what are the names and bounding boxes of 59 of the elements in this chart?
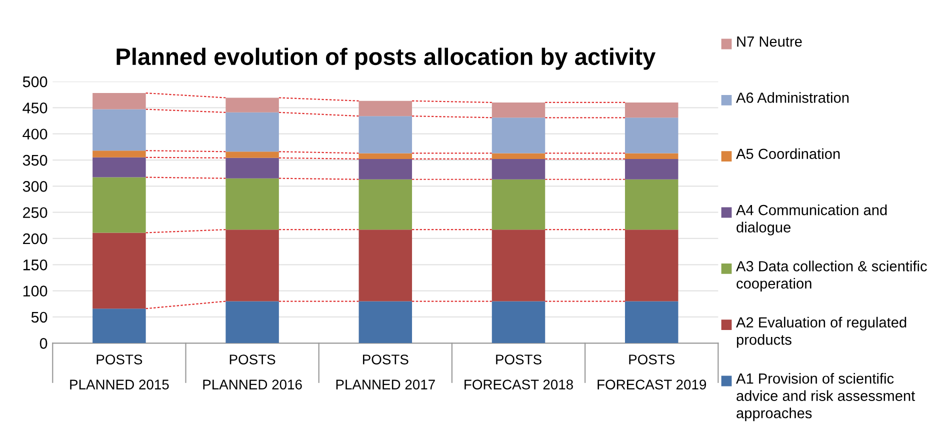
bar [92,150,146,158]
bar [226,158,279,178]
y-tick-label: 200 [23,233,48,244]
y-tick-label: 350 [22,154,48,166]
y-tick-label: 450 [22,102,48,114]
chart-title: Planned evolution of posts allocation by activity [116,48,656,70]
y-tick-label: 500 [22,76,48,88]
bar [492,158,546,180]
y-tick-label: 250 [23,207,48,218]
bar [226,230,279,302]
bar [92,157,146,178]
bar [226,112,279,152]
y-tick-label: 50 [31,312,48,323]
legend-label: A2 Evaluation of regulated products [736,316,906,348]
x-tick-label: POSTS PLANNED 2016 [203,354,302,390]
legend-label: A6 Administration [736,92,849,103]
bar [358,100,412,116]
y-tick-label: 400 [22,128,48,140]
bar [624,153,678,159]
x-tick-label: POSTS FORECAST 2019 [598,354,706,390]
bar [226,178,279,230]
bar [492,118,546,154]
bar [492,230,546,302]
bar [358,116,412,154]
bar [358,179,412,230]
bar [358,153,412,159]
legend-label: A3 Data collection & scientific cooperation [736,260,927,292]
y-tick-label: 150 [23,260,48,270]
legend-label: N7 Neutre [737,36,802,47]
bar [92,109,146,151]
bar [624,230,678,302]
bar [492,179,546,230]
bar [92,177,146,233]
bar [226,301,279,344]
y-tick-label: 300 [22,181,48,192]
bar [358,158,412,180]
bar [492,153,546,159]
x-tick-label: POSTS FORECAST 2018 [464,354,573,390]
bar [492,102,546,118]
bar [226,98,279,112]
bar [624,179,678,230]
x-tick-label: POSTS PLANNED 2017 [336,354,435,390]
bar [624,118,678,154]
bar [624,158,678,180]
legend-label: A1 Provision of scientific advice and risk assessment approaches [736,373,916,422]
bar [358,230,412,302]
legend-label: A5 Coordination [736,148,840,160]
bar [92,308,146,344]
y-tick-label: 100 [23,286,48,296]
bar [92,232,146,309]
bar [492,301,546,344]
bar [92,93,146,110]
bar [624,301,678,344]
bar [358,301,412,344]
bar [624,102,678,118]
bar [226,152,279,158]
x-tick-label: POSTS PLANNED 2015 [70,354,169,390]
legend-label: A4 Communication and dialogue [736,204,887,236]
y-tick-label: 0 [40,338,48,349]
